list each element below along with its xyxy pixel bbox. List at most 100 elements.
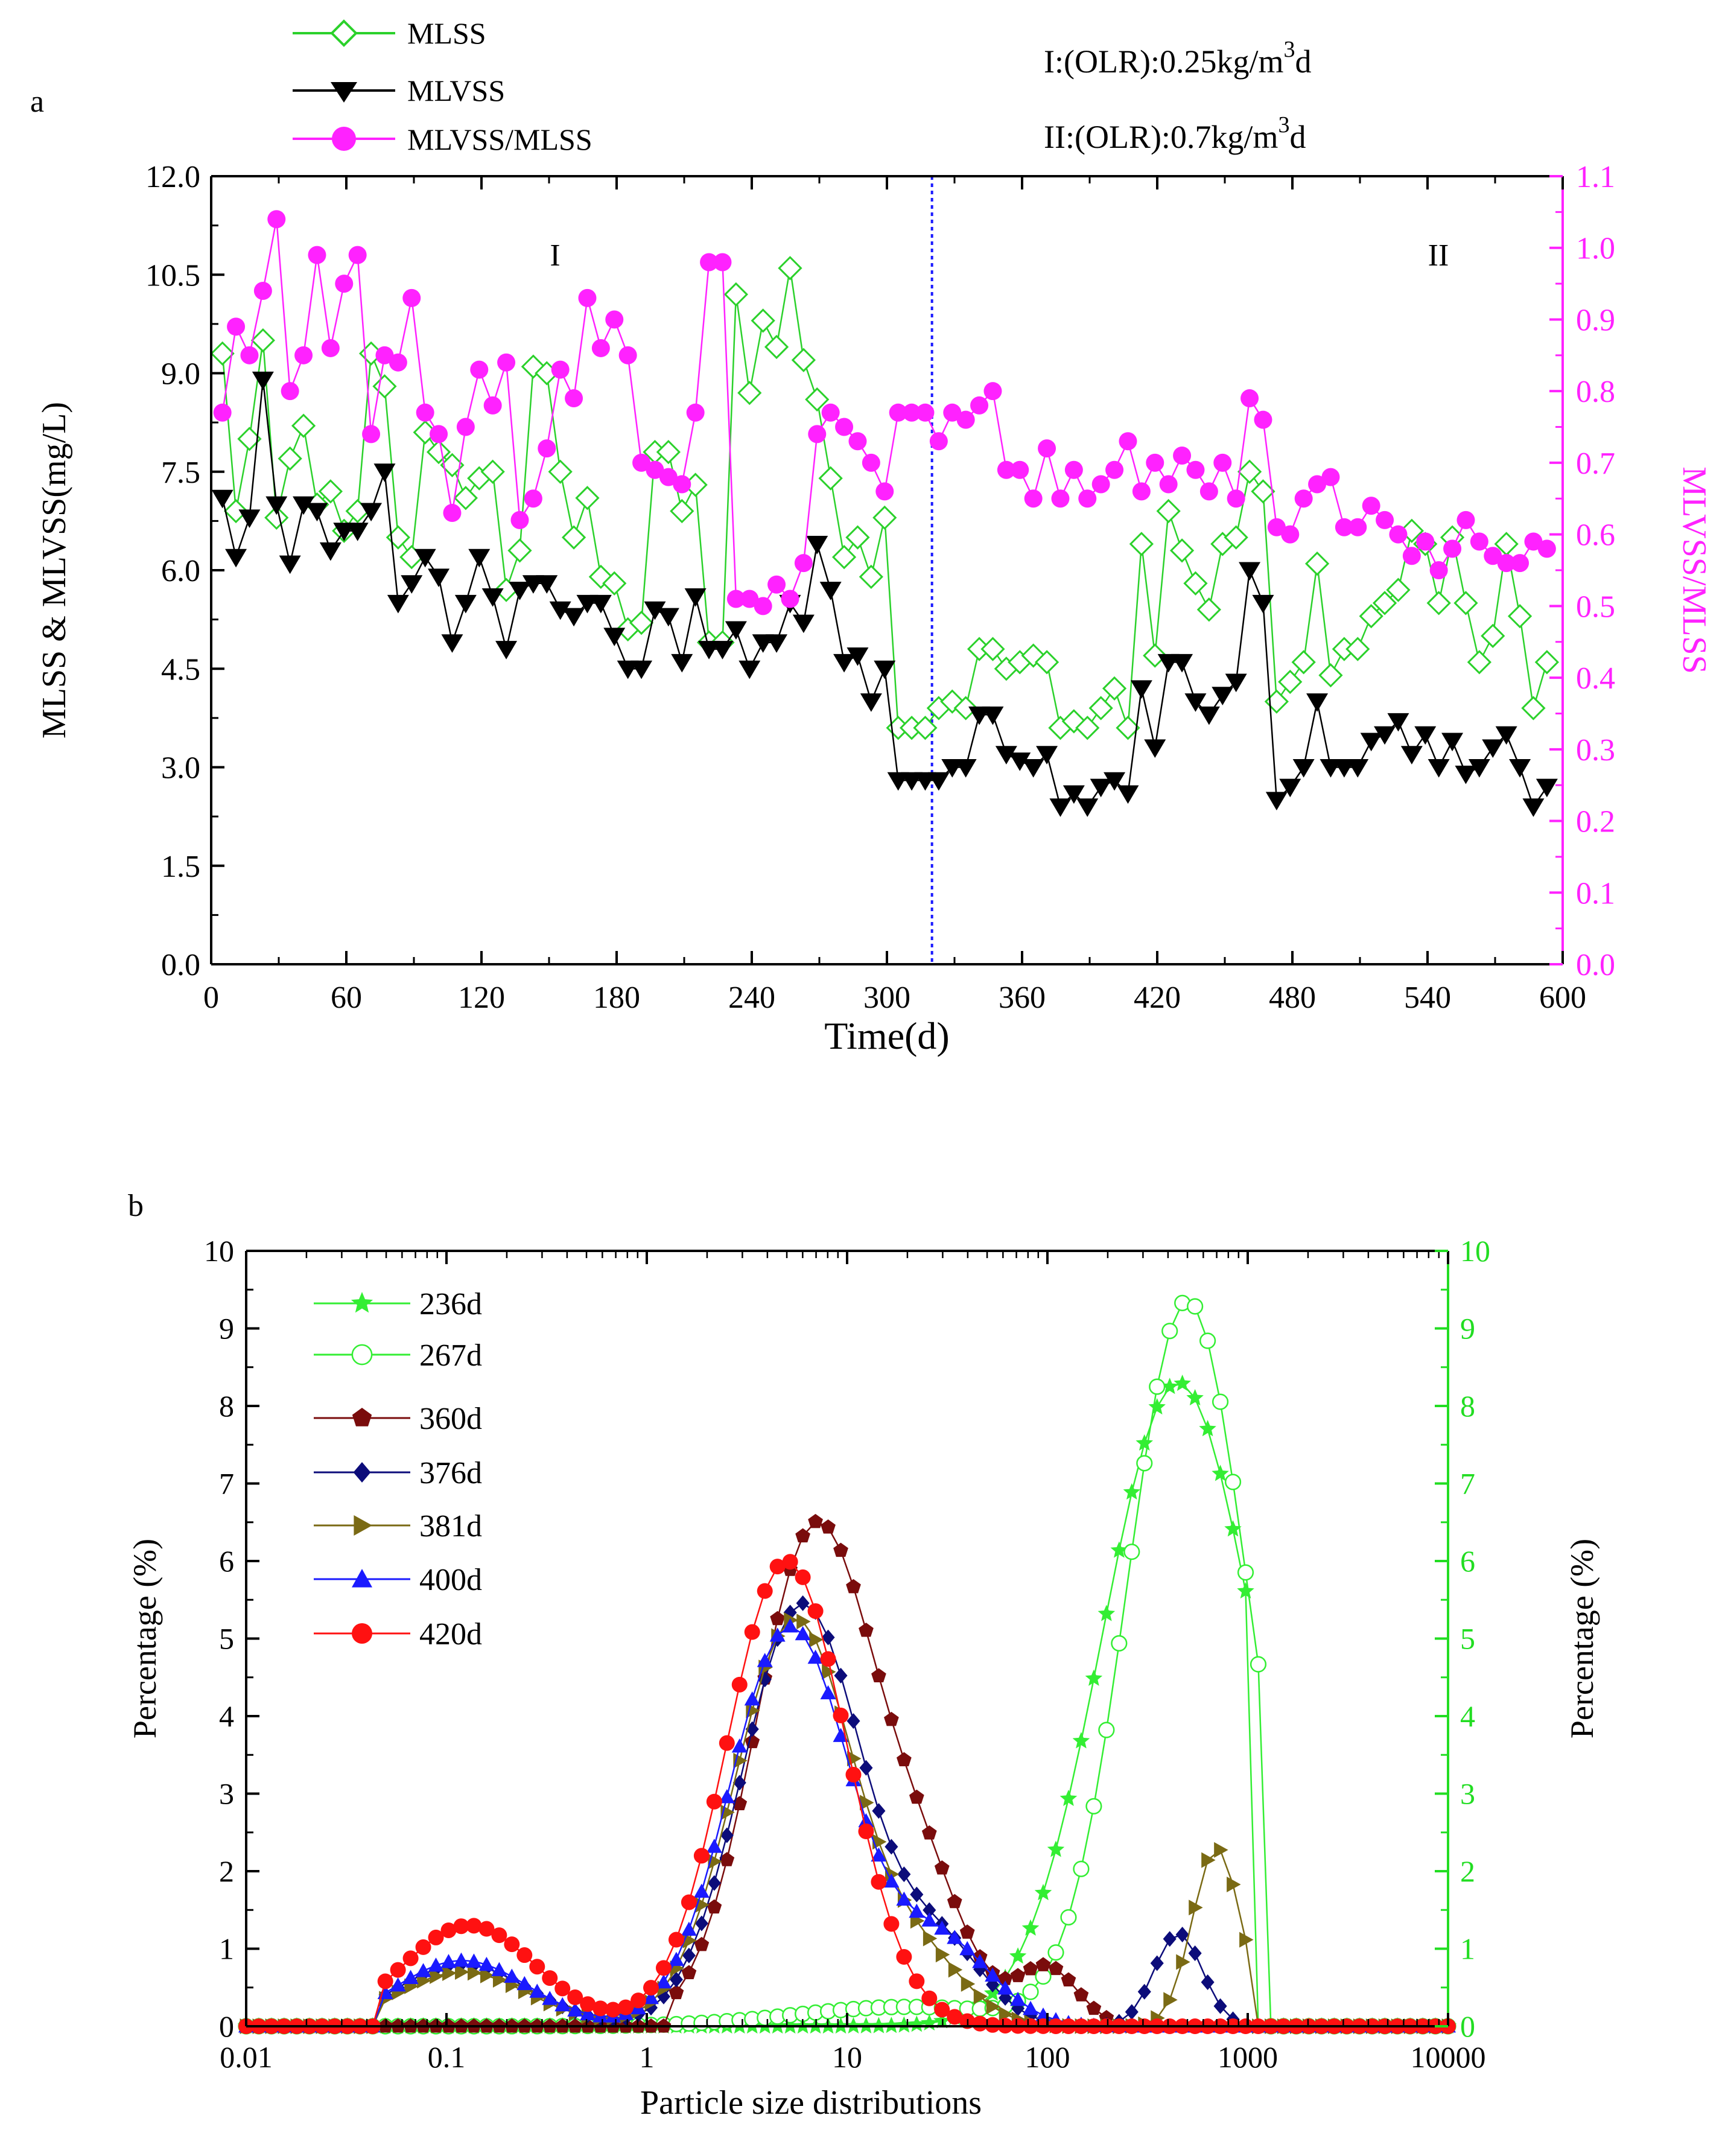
- data-point: [1224, 1520, 1242, 1537]
- data-point: [778, 256, 802, 281]
- data-point: [483, 396, 502, 415]
- data-point: [1076, 798, 1099, 817]
- data-point: [858, 1813, 874, 1828]
- data-point: [592, 2000, 609, 2017]
- data-point: [1097, 1604, 1116, 1621]
- data-point: [1047, 1840, 1065, 1857]
- data-point: [1374, 726, 1396, 745]
- data-point: [923, 1902, 936, 1918]
- data-point: [921, 1825, 937, 1840]
- y-tick-label: 7: [219, 1467, 234, 1501]
- data-point: [646, 460, 664, 479]
- data-point: [415, 1963, 431, 1977]
- data-point: [1250, 1656, 1267, 1673]
- data-point: [1212, 687, 1234, 705]
- data-point: [848, 432, 867, 451]
- data-point: [769, 1559, 786, 1575]
- data-point: [1318, 663, 1343, 688]
- y2-tick-label: 1: [1460, 1932, 1475, 1966]
- data-point: [903, 403, 921, 422]
- data-point: [1237, 1564, 1254, 1581]
- data-point: [1240, 389, 1259, 408]
- data-point: [223, 498, 249, 524]
- y2-tick-label: 0.4: [1576, 661, 1615, 696]
- data-point: [1117, 785, 1139, 804]
- data-point: [1144, 739, 1166, 758]
- data-point: [267, 210, 286, 229]
- data-point: [909, 1789, 924, 1804]
- y-tick-label: 6.0: [161, 554, 200, 588]
- data-point: [563, 608, 585, 627]
- data-point: [859, 564, 883, 590]
- data-point: [875, 482, 894, 501]
- data-point: [238, 509, 261, 529]
- data-point: [1009, 1947, 1027, 1964]
- data-point: [1254, 410, 1272, 429]
- data-point: [1161, 1378, 1178, 1394]
- data-point: [1495, 726, 1517, 745]
- data-point: [549, 601, 571, 620]
- y2-tick-label: 0.5: [1576, 590, 1615, 624]
- data-point: [934, 2002, 950, 2018]
- data-point: [1497, 554, 1516, 573]
- data-point: [961, 1976, 976, 1992]
- data-point: [1534, 650, 1559, 675]
- data-point: [847, 647, 869, 666]
- data-point: [279, 555, 301, 574]
- data-point: [1175, 1927, 1189, 1943]
- data-point: [913, 716, 938, 740]
- y2-tick-label: 3: [1460, 1777, 1475, 1811]
- data-point: [1086, 2000, 1102, 2015]
- data-point: [294, 346, 313, 364]
- data-point: [524, 489, 542, 508]
- data-point: [631, 660, 653, 679]
- data-point: [1059, 1789, 1078, 1807]
- data-point: [997, 1971, 1013, 1985]
- data-point: [466, 1918, 482, 1934]
- data-point: [860, 1795, 874, 1811]
- y-tick-label: 12.0: [145, 160, 200, 194]
- data-point: [744, 1691, 760, 1706]
- data-point: [682, 1947, 696, 1964]
- data-point: [1468, 759, 1490, 778]
- data-point: [1132, 482, 1151, 501]
- data-point: [1049, 798, 1072, 817]
- data-point: [1073, 1987, 1089, 2002]
- data-point: [782, 1618, 798, 1633]
- data-point: [225, 549, 247, 568]
- data-point: [1136, 1434, 1154, 1451]
- data-point: [415, 1939, 431, 1955]
- data-point: [681, 1965, 697, 1980]
- data-point: [731, 1738, 748, 1753]
- data-point: [694, 1915, 708, 1932]
- data-point: [1038, 439, 1056, 458]
- data-point: [1484, 547, 1502, 565]
- data-point: [947, 2009, 963, 2025]
- data-point: [1537, 539, 1556, 558]
- series-line-376d: [246, 1602, 1448, 2027]
- data-point: [833, 653, 856, 673]
- data-point: [1199, 1420, 1216, 1437]
- data-point: [794, 554, 813, 573]
- data-point: [1073, 1860, 1090, 1877]
- data-point: [655, 1974, 672, 1989]
- x-axis-title-b: Particle size distributions: [640, 2084, 982, 2122]
- data-point: [1137, 1983, 1151, 2000]
- data-point: [669, 1971, 683, 1988]
- data-point: [719, 1789, 735, 1804]
- data-point: [210, 341, 235, 366]
- data-point: [453, 1952, 469, 1967]
- data-point: [835, 418, 854, 436]
- data-point: [455, 1964, 469, 1980]
- data-point: [1239, 562, 1261, 581]
- data-point: [1372, 591, 1397, 615]
- series-line-mlvss: [221, 380, 1548, 809]
- data-point: [211, 489, 233, 509]
- data-point: [1150, 1955, 1164, 1971]
- data-point: [1306, 693, 1329, 712]
- data-point: [481, 588, 504, 607]
- data-point: [575, 486, 600, 510]
- phase-label-1: I: [550, 238, 560, 273]
- data-point: [845, 1767, 862, 1783]
- y2-tick-label: 4: [1460, 1699, 1475, 1733]
